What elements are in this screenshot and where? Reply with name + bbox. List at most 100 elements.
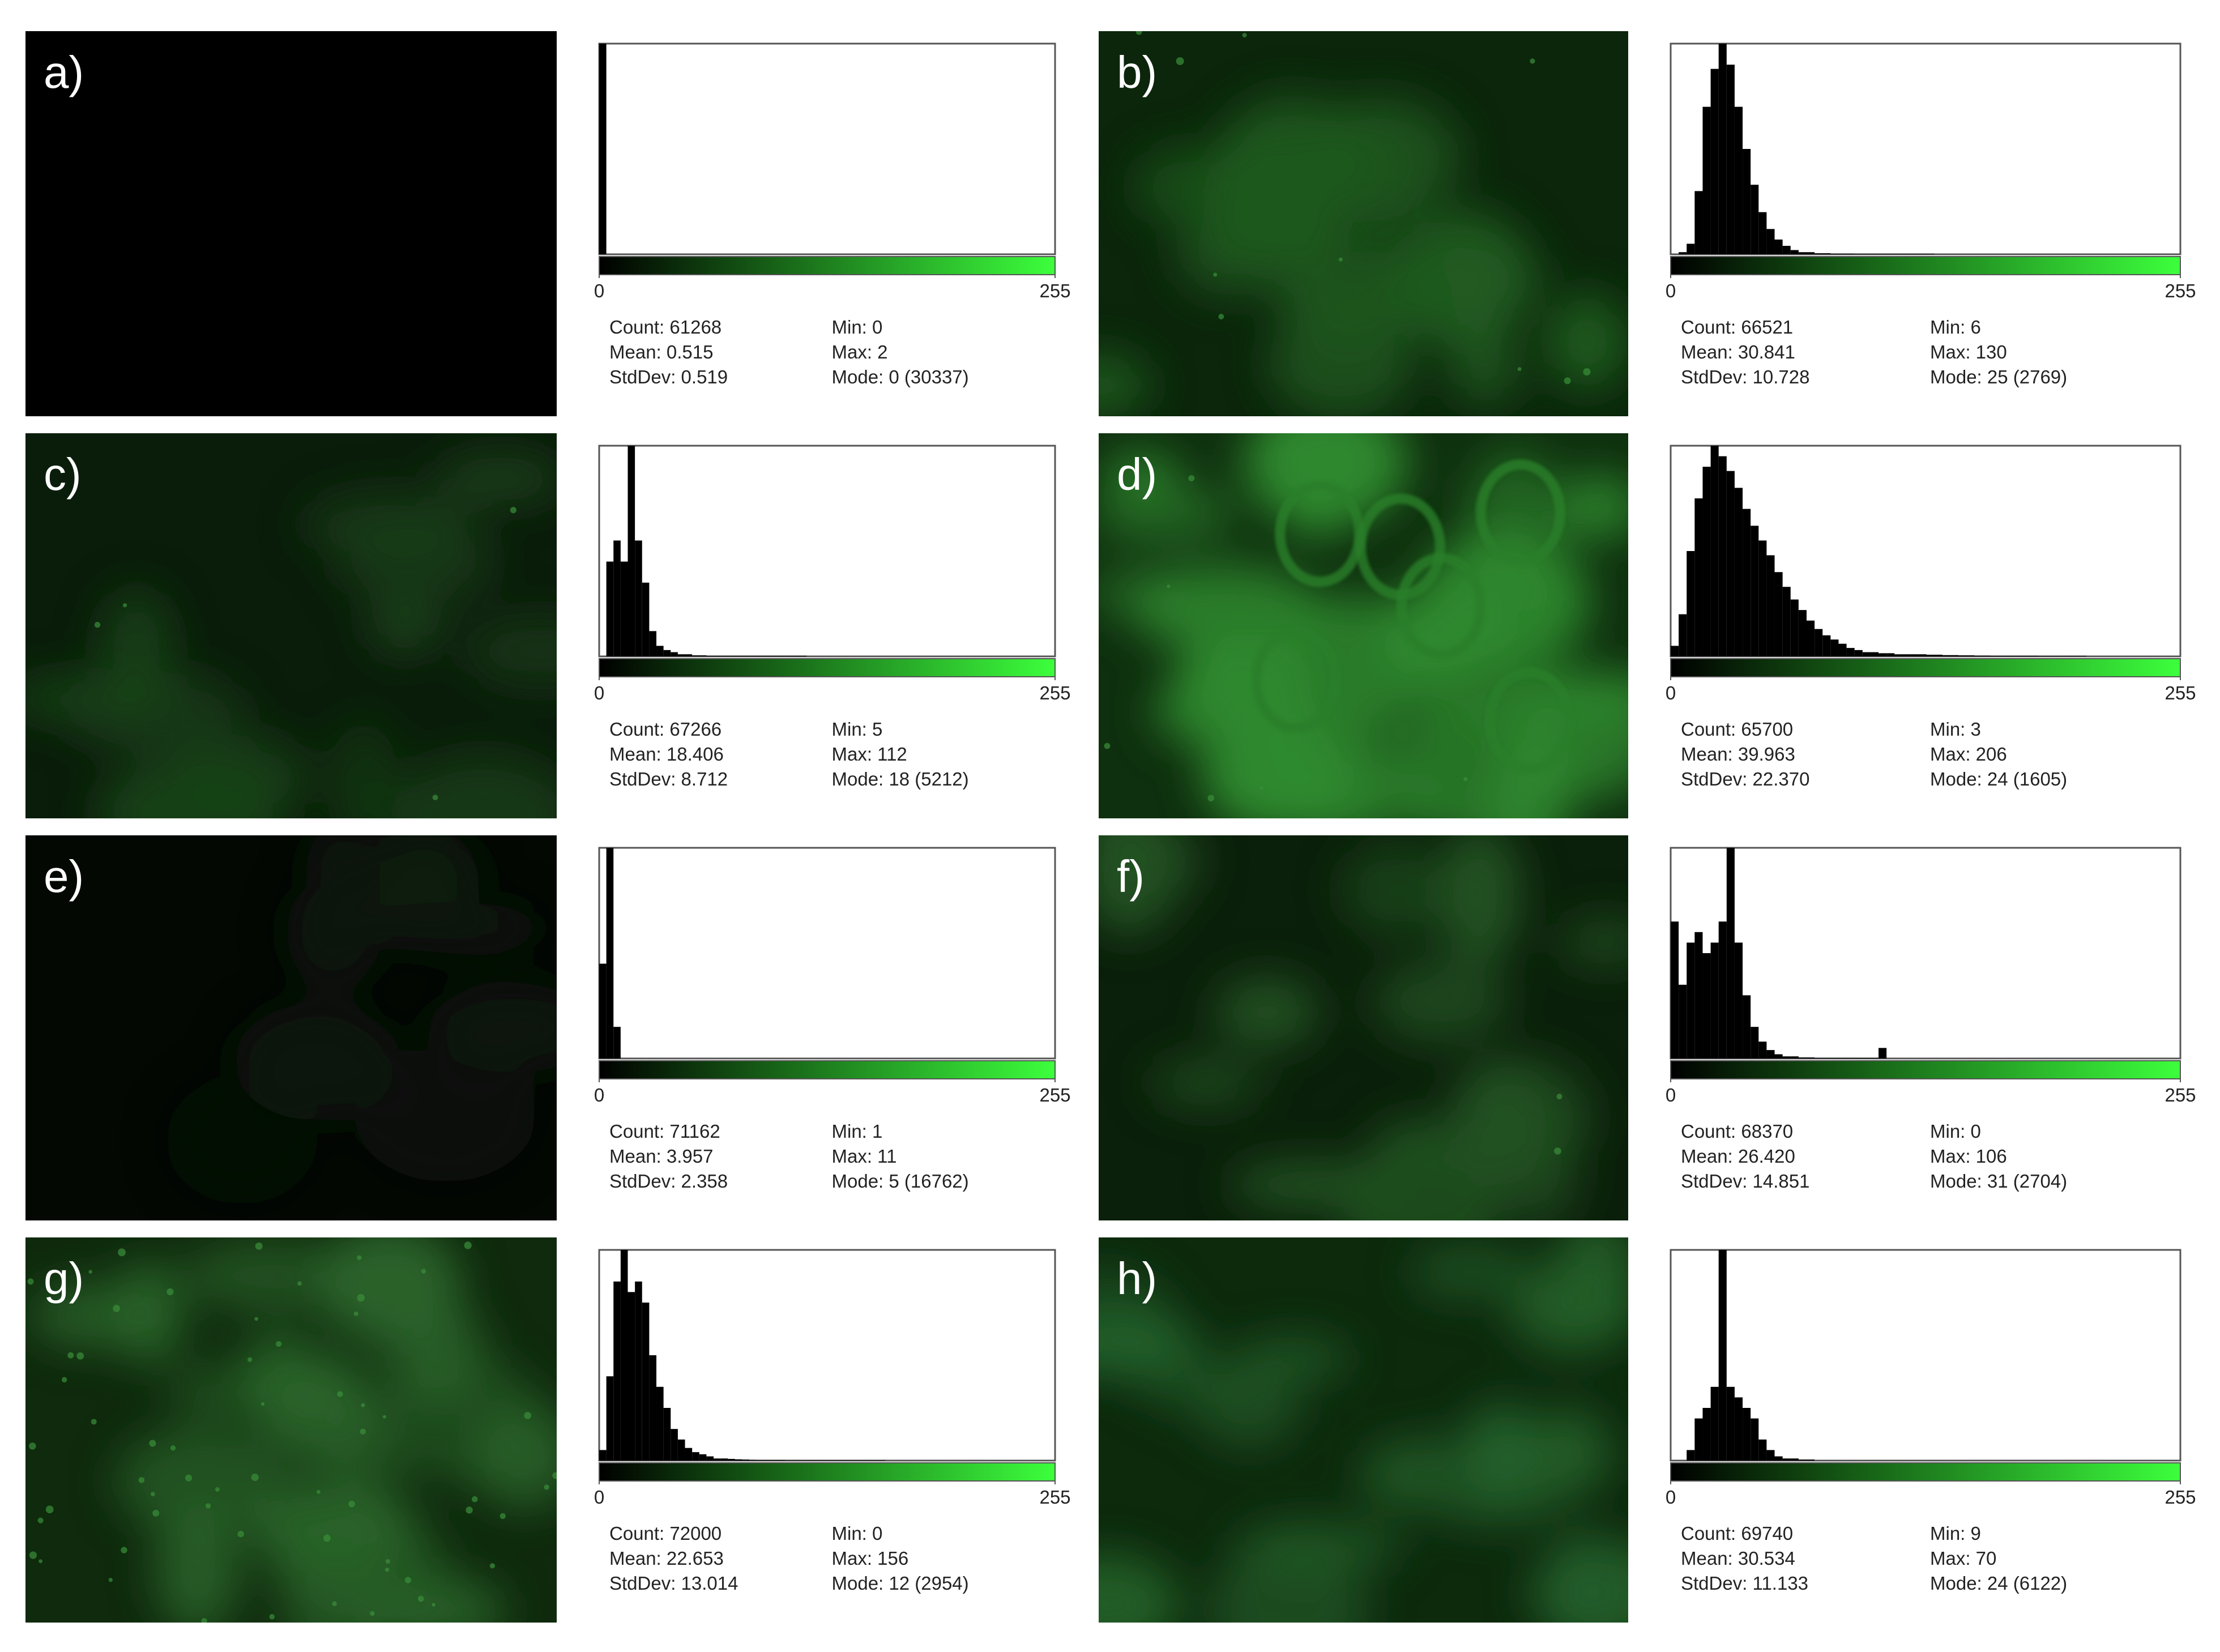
histogram-bar (1758, 1041, 1767, 1058)
histogram-bar (1726, 1386, 1735, 1461)
x-tick-label: 0 (1666, 280, 1676, 301)
colorbar (1670, 658, 2181, 677)
histogram-bar (1894, 654, 1903, 656)
cell-glow (1099, 93, 1628, 416)
histogram-bar (1782, 587, 1791, 656)
histogram-bar (613, 540, 621, 656)
cell (1546, 1529, 1621, 1623)
histogram-bar (1679, 984, 1687, 1058)
cell (166, 1077, 317, 1204)
histogram-bar (870, 1460, 878, 1461)
micrograph (25, 433, 557, 818)
speck (316, 1489, 321, 1494)
histogram-bar (1687, 244, 1695, 254)
cell (1273, 253, 1459, 340)
speck (361, 1403, 365, 1407)
speck (215, 1487, 220, 1492)
speck (332, 1601, 337, 1606)
stat-text: Mean: 22.653 (609, 1548, 724, 1569)
speck (108, 1578, 113, 1582)
histogram-bar (856, 1460, 864, 1461)
stat-text: Count: 65700 (1681, 719, 1793, 740)
histogram-bar (1790, 1056, 1799, 1058)
speck (552, 1472, 557, 1479)
x-tick-label: 0 (1666, 1487, 1676, 1508)
stat-text: Mode: 12 (2954) (832, 1573, 969, 1594)
speck (39, 1559, 43, 1564)
x-tick-label: 0 (594, 682, 604, 703)
histogram-bar (799, 1460, 807, 1461)
cell (1373, 959, 1509, 1044)
stat-text: Mean: 30.534 (1681, 1548, 1795, 1569)
cell (1132, 1346, 1241, 1412)
cell (1214, 976, 1320, 1048)
histogram-bar (756, 1459, 764, 1461)
x-tick-label: 255 (1039, 280, 1070, 301)
histogram-bar (599, 1450, 607, 1461)
stat-text: Max: 70 (1930, 1548, 1996, 1569)
cell (1099, 569, 1192, 616)
stat-text: Min: 0 (832, 317, 883, 338)
speck (1188, 475, 1195, 481)
stat-text: Max: 156 (832, 1548, 909, 1569)
histogram-bar (1950, 655, 1959, 656)
histogram-bar (649, 1355, 657, 1461)
stat-text: Mean: 26.420 (1681, 1146, 1795, 1167)
stat-text: StdDev: 13.014 (609, 1573, 738, 1594)
cell (366, 902, 548, 953)
speck (67, 1352, 74, 1359)
histogram-bar (1910, 654, 1919, 656)
speck (1218, 314, 1224, 319)
histogram-bar (1926, 655, 1935, 656)
panel-label: e) (44, 851, 84, 902)
micrograph-background (25, 31, 557, 416)
histogram-bar (1807, 620, 1815, 656)
colorbar (1670, 256, 2181, 275)
speck (254, 1317, 258, 1321)
histogram-bar (828, 1460, 835, 1461)
histogram-bar (842, 1460, 849, 1461)
histogram-bar (1918, 654, 1927, 656)
histogram-bar (1726, 848, 1735, 1058)
histogram-bar (1734, 942, 1743, 1058)
speck (29, 1442, 36, 1450)
stat-text: StdDev: 11.133 (1681, 1573, 1808, 1594)
speck (1338, 257, 1343, 262)
speck (417, 1595, 424, 1602)
cell (1545, 293, 1628, 391)
histogram-bar (1879, 653, 1887, 656)
panel-label: d) (1117, 449, 1157, 500)
stat-text: StdDev: 2.358 (609, 1171, 728, 1192)
x-tick-label: 255 (1039, 1487, 1070, 1508)
histogram-bar (806, 1460, 814, 1461)
speck (185, 1474, 193, 1482)
x-tick-label: 255 (2164, 1487, 2196, 1508)
histogram-bar (1766, 1050, 1775, 1058)
panel: c) 0 255 Count: 67266 Min: 5 Mean: 18.406 Max:… (25, 433, 1071, 818)
histogram-bar (1758, 540, 1767, 656)
stat-text: Mode: 18 (5212) (832, 769, 969, 789)
histogram-bar (677, 654, 685, 656)
histogram-bar (1798, 252, 1807, 254)
cell (463, 614, 557, 688)
histogram-bar (1966, 655, 1975, 656)
nucleus-ring (1355, 493, 1445, 600)
histogram-bar (656, 1386, 664, 1461)
speck (1242, 33, 1247, 38)
histogram-bar (649, 631, 657, 656)
cell (238, 1327, 318, 1437)
cell (1174, 635, 1312, 729)
histogram-bar (1687, 551, 1695, 656)
speck (1207, 795, 1215, 801)
cell (1099, 483, 1235, 546)
histogram-bar (1718, 456, 1727, 656)
cell (1234, 1521, 1405, 1572)
speck (1463, 776, 1468, 782)
colorbar (599, 658, 1056, 677)
histogram-bar (1807, 252, 1815, 254)
histogram-bar (635, 540, 642, 656)
histogram-bar (663, 1408, 671, 1461)
histogram-bar (1782, 1458, 1791, 1461)
cell (355, 1049, 536, 1182)
